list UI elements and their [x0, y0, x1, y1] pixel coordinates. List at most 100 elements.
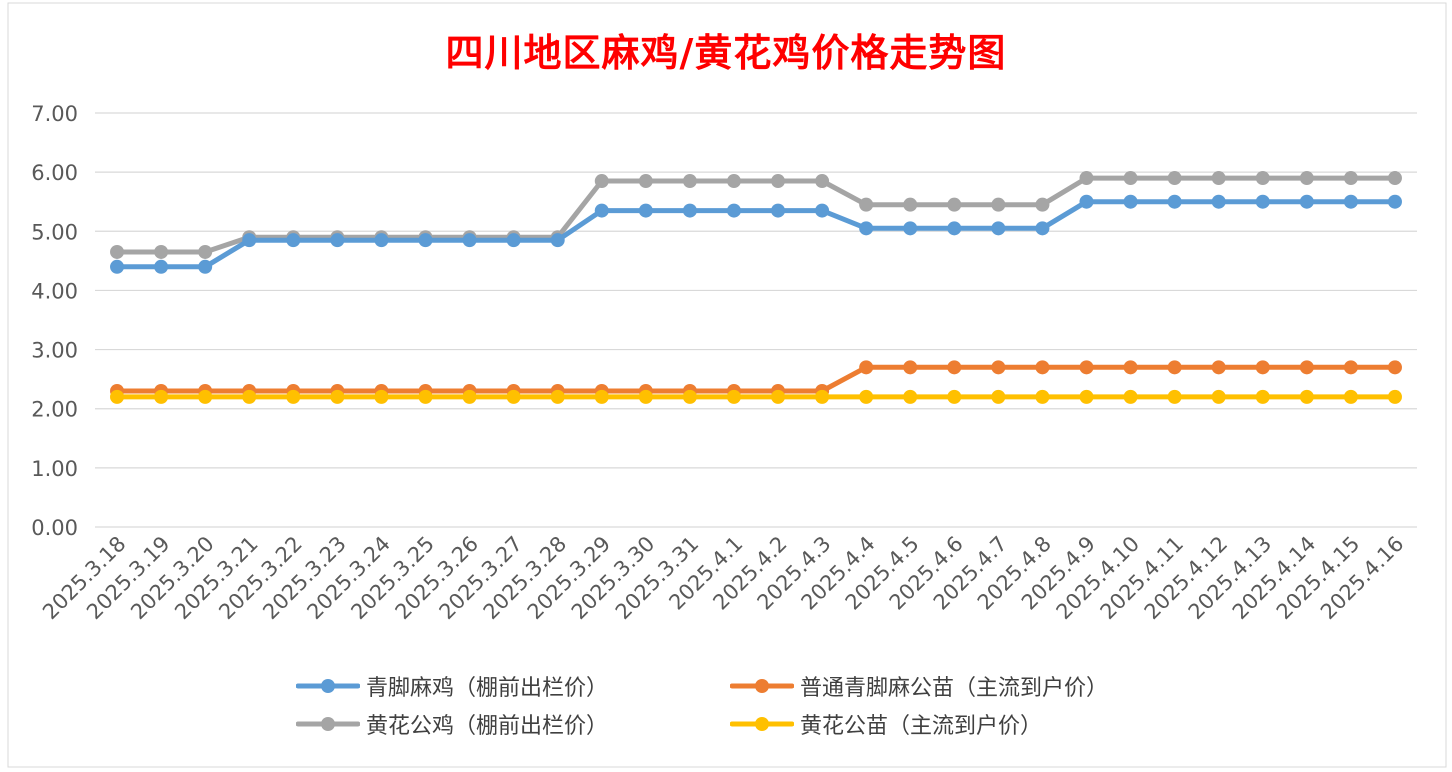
data-point-series-4	[286, 389, 301, 404]
data-point-series-4	[418, 389, 433, 404]
data-point-series-2	[1211, 360, 1226, 375]
data-point-series-3	[1299, 171, 1314, 186]
data-point-series-3	[815, 174, 830, 189]
data-point-series-2	[1035, 360, 1050, 375]
y-tick-label: 1.00	[31, 457, 78, 481]
legend-swatch-series-2	[730, 679, 794, 693]
data-point-series-3	[682, 174, 697, 189]
data-point-series-1	[550, 233, 565, 248]
data-point-series-4	[154, 389, 169, 404]
data-point-series-1	[418, 233, 433, 248]
data-point-series-1	[1387, 194, 1402, 209]
legend-item-series-3: 黄花公鸡（棚前出栏价）	[296, 708, 608, 740]
data-point-series-3	[903, 197, 918, 212]
data-point-series-2	[1343, 360, 1358, 375]
data-point-series-3	[1079, 171, 1094, 186]
data-point-series-2	[1299, 360, 1314, 375]
data-point-series-3	[1255, 171, 1270, 186]
legend-label-series-3: 黄花公鸡（棚前出栏价）	[366, 714, 609, 739]
data-point-series-4	[1079, 389, 1094, 404]
y-tick-label: 6.00	[31, 161, 78, 185]
data-point-series-3	[1035, 197, 1050, 212]
data-point-series-3	[1387, 171, 1402, 186]
data-point-series-3	[991, 197, 1006, 212]
data-point-series-4	[1387, 389, 1402, 404]
data-point-series-4	[859, 389, 874, 404]
data-point-series-4	[1211, 389, 1226, 404]
data-point-series-4	[1035, 389, 1050, 404]
data-point-series-1	[330, 233, 345, 248]
data-point-series-4	[1167, 389, 1182, 404]
data-point-series-4	[462, 389, 477, 404]
data-point-series-1	[1343, 194, 1358, 209]
data-point-series-1	[462, 233, 477, 248]
data-point-series-4	[1343, 389, 1358, 404]
data-point-series-1	[1211, 194, 1226, 209]
data-point-series-3	[859, 197, 874, 212]
data-point-series-3	[947, 197, 962, 212]
data-point-series-4	[330, 389, 345, 404]
data-point-series-1	[1255, 194, 1270, 209]
data-point-series-1	[682, 203, 697, 218]
data-point-series-4	[1123, 389, 1138, 404]
data-point-series-2	[1387, 360, 1402, 375]
legend-swatch-series-1	[296, 679, 360, 693]
data-point-series-3	[1123, 171, 1138, 186]
data-point-series-2	[947, 360, 962, 375]
data-point-series-1	[1035, 221, 1050, 236]
data-point-series-1	[242, 233, 257, 248]
data-point-series-1	[286, 233, 301, 248]
legend-item-series-2: 普通青脚麻公苗（主流到户价）	[730, 670, 1108, 702]
data-point-series-4	[506, 389, 521, 404]
data-point-series-1	[726, 203, 741, 218]
data-point-series-1	[374, 233, 389, 248]
data-point-series-4	[110, 389, 125, 404]
legend-swatch-series-3	[296, 717, 360, 731]
data-point-series-2	[1079, 360, 1094, 375]
data-point-series-3	[594, 174, 609, 189]
data-point-series-2	[903, 360, 918, 375]
data-point-series-4	[1299, 389, 1314, 404]
data-point-series-1	[991, 221, 1006, 236]
chart-title: 四川地区麻鸡/黄花鸡价格走势图	[445, 30, 1007, 75]
data-point-series-4	[771, 389, 786, 404]
data-point-series-1	[903, 221, 918, 236]
data-point-series-4	[198, 389, 213, 404]
data-point-series-3	[726, 174, 741, 189]
data-point-series-2	[1123, 360, 1138, 375]
data-point-series-1	[1299, 194, 1314, 209]
data-point-series-4	[374, 389, 389, 404]
data-point-series-3	[110, 244, 125, 259]
data-point-series-4	[903, 389, 918, 404]
data-point-series-3	[154, 244, 169, 259]
series-line-1	[114, 199, 1398, 270]
data-point-series-1	[1079, 194, 1094, 209]
series-line-2	[114, 364, 1398, 394]
data-point-series-3	[198, 244, 213, 259]
chart-border	[7, 2, 1447, 768]
data-point-series-1	[947, 221, 962, 236]
data-point-series-2	[1255, 360, 1270, 375]
data-point-series-2	[991, 360, 1006, 375]
legend-item-series-4: 黄花公苗（主流到户价）	[730, 708, 1042, 740]
data-point-series-1	[1123, 194, 1138, 209]
data-point-series-4	[815, 389, 830, 404]
data-point-series-3	[1167, 171, 1182, 186]
y-tick-label: 2.00	[31, 398, 78, 422]
data-point-series-1	[1167, 194, 1182, 209]
data-point-series-1	[594, 203, 609, 218]
legend-label-series-2: 普通青脚麻公苗（主流到户价）	[800, 676, 1109, 701]
data-point-series-3	[638, 174, 653, 189]
chart-legend: 青脚麻鸡（棚前出栏价） 普通青脚麻公苗（主流到户价） 黄花公鸡（棚前出栏价） 黄…	[296, 670, 1196, 750]
series-line-3	[114, 175, 1398, 255]
y-tick-label: 3.00	[31, 339, 78, 363]
data-point-series-4	[682, 389, 697, 404]
data-point-series-3	[1211, 171, 1226, 186]
data-point-series-1	[154, 259, 169, 274]
data-point-series-1	[859, 221, 874, 236]
y-tick-label: 4.00	[31, 279, 78, 303]
data-point-series-1	[506, 233, 521, 248]
data-point-series-4	[1255, 389, 1270, 404]
